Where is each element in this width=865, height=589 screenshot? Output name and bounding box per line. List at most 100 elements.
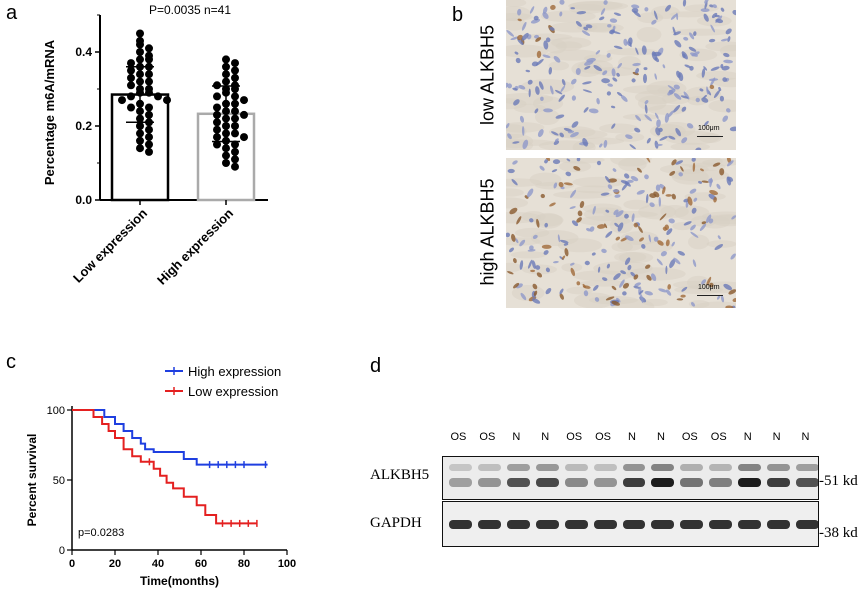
tissue-fiber (506, 122, 545, 133)
data-point (145, 55, 153, 64)
cell-nucleus (519, 115, 525, 123)
cell-nucleus (545, 37, 551, 43)
cell-nucleus (616, 91, 623, 97)
cell-nucleus (665, 265, 668, 275)
data-point (222, 77, 230, 86)
data-point (222, 144, 230, 153)
cell-nucleus (655, 184, 661, 192)
tissue-fiber (574, 185, 612, 194)
cell-nucleus (561, 255, 566, 260)
tissue-fiber (599, 123, 639, 134)
cell-nucleus (656, 119, 661, 128)
cell-nucleus (699, 88, 704, 92)
band-alkbh5 (738, 478, 762, 487)
data-point (213, 140, 221, 149)
cell-nucleus (658, 196, 662, 207)
cell-nucleus (599, 143, 603, 148)
cell-nucleus (597, 224, 606, 229)
cell-nucleus (726, 160, 734, 167)
cell-nucleus (613, 12, 622, 16)
data-point (127, 73, 135, 82)
data-point (222, 151, 230, 160)
cell-nucleus (594, 297, 600, 302)
tissue-fiber (540, 10, 596, 23)
cell-nucleus (617, 63, 623, 69)
lane-label: N (801, 431, 810, 443)
cell-nucleus (525, 69, 531, 73)
cell-nucleus (638, 290, 644, 295)
data-point (231, 147, 239, 156)
data-point (231, 140, 239, 149)
cell-nucleus (683, 198, 689, 203)
cell-nucleus (624, 173, 630, 179)
scale-bar-high (697, 295, 723, 296)
data-point (145, 103, 153, 112)
cell-nucleus (559, 132, 564, 138)
cell-nucleus (681, 286, 688, 292)
cell-nucleus (611, 285, 617, 291)
cell-nucleus (695, 97, 700, 103)
cell-nucleus (726, 108, 731, 113)
cell-nucleus (651, 19, 657, 25)
band-gapdh (535, 520, 559, 529)
cell-nucleus (704, 1, 708, 10)
cell-nucleus (558, 181, 564, 188)
data-point (231, 162, 239, 171)
cell-nucleus (583, 26, 589, 31)
cell-nucleus (609, 29, 615, 34)
cell-nucleus (690, 224, 696, 231)
cell-nucleus (575, 20, 582, 27)
scale-bar-low-label: 100μm (698, 125, 720, 132)
data-point (222, 107, 230, 116)
cell-nucleus (603, 139, 608, 148)
cell-nucleus (607, 83, 614, 87)
cell-nucleus (680, 166, 684, 172)
cell-nucleus (673, 93, 682, 100)
cell-nucleus (592, 205, 596, 215)
cell-nucleus (506, 232, 511, 238)
cell-nucleus (577, 210, 583, 217)
cell-nucleus (535, 86, 540, 95)
cell-nucleus (542, 54, 551, 59)
cell-nucleus (725, 305, 734, 308)
cell-nucleus (545, 158, 551, 161)
cell-nucleus (691, 158, 696, 162)
cell-nucleus (604, 223, 608, 229)
cell-nucleus (531, 298, 541, 304)
cell-nucleus (717, 294, 721, 300)
cell-nucleus (596, 98, 600, 105)
cell-nucleus (570, 262, 575, 266)
ihc-high-label: high ALKBH5 (477, 178, 498, 286)
cell-nucleus (549, 202, 556, 207)
cell-nucleus (611, 123, 616, 129)
cell-nucleus (675, 160, 684, 165)
tissue-fiber (578, 280, 631, 287)
cell-nucleus (573, 166, 581, 171)
cell-nucleus (555, 114, 565, 119)
cell-nucleus (669, 258, 676, 269)
cell-nucleus (536, 272, 543, 278)
band-gapdh (651, 520, 675, 529)
tissue-fiber (671, 28, 731, 36)
cell-nucleus (582, 81, 592, 85)
data-point (222, 55, 230, 64)
cell-nucleus (682, 0, 687, 7)
tissue-fiber (693, 301, 736, 308)
cell-nucleus (676, 70, 681, 79)
cell-nucleus (719, 168, 725, 176)
cell-nucleus (720, 38, 729, 42)
cell-nucleus (541, 244, 552, 249)
cell-nucleus (669, 170, 676, 176)
band-gapdh (477, 520, 501, 529)
cell-nucleus (693, 31, 697, 36)
cell-nucleus (690, 302, 696, 307)
y-tick-label: 0.2 (75, 119, 92, 133)
data-point (145, 62, 153, 71)
scale-bar-high-label: 100μm (698, 284, 720, 291)
lane-label: N (656, 431, 665, 443)
cell-nucleus (550, 4, 556, 10)
cell-nucleus (687, 196, 693, 206)
cell-nucleus (620, 237, 628, 242)
tissue-fiber (706, 240, 736, 248)
cell-nucleus (704, 0, 709, 4)
